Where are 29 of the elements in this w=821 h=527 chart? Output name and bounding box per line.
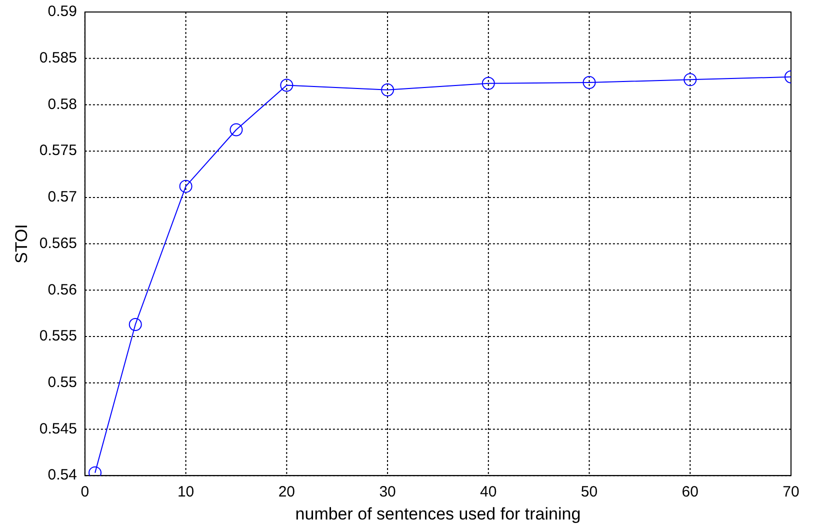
- y-tick-label: 0.575: [39, 142, 77, 160]
- y-tick-label: 0.59: [48, 3, 77, 20]
- y-tick-label: 0.54: [48, 466, 77, 484]
- point: [684, 73, 697, 86]
- point: [128, 318, 142, 331]
- x-tick-label: 40: [480, 484, 497, 501]
- y-axis-title: STOI: [12, 224, 31, 264]
- point: [482, 76, 495, 90]
- x-tick-label: 70: [782, 484, 800, 501]
- x-tick-label: 30: [379, 484, 396, 501]
- x-tick-label: 10: [177, 484, 194, 501]
- y-tick-label: 0.545: [39, 420, 77, 438]
- y-tick-label: 0.555: [39, 328, 77, 345]
- point: [230, 123, 243, 136]
- y-tick-label: 0.57: [48, 188, 77, 206]
- y-tick-label: 0.55: [48, 374, 77, 392]
- point: [179, 180, 192, 193]
- x-tick-label: 0: [80, 484, 90, 501]
- point: [582, 76, 596, 89]
- x-tick-label: 50: [580, 484, 598, 501]
- x-tick-label: 60: [682, 484, 698, 501]
- y-tick-label: 0.58: [48, 96, 77, 113]
- y-tick-label: 0.56: [48, 281, 77, 298]
- x-axis-title: number of sentences used for training: [295, 504, 581, 524]
- x-tick-label: 20: [278, 484, 296, 501]
- point: [381, 83, 394, 96]
- y-tick-label: 0.565: [39, 234, 77, 252]
- y-tick-label: 0.585: [39, 50, 77, 66]
- point: [280, 78, 294, 92]
